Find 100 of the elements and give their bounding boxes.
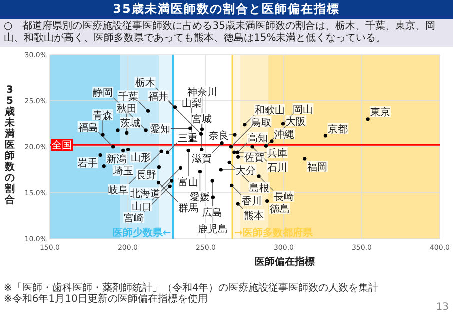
annotation: 鹿児島 [198, 223, 228, 236]
annotation: 静岡 [93, 87, 114, 100]
point [236, 155, 240, 159]
annotation: 岩手 [78, 158, 98, 170]
y-axis-title: 35歳未満医師数の割合 [5, 85, 15, 206]
annotation: 神奈川 [187, 86, 218, 98]
point [116, 128, 120, 132]
annotation: 宮城 [192, 114, 212, 126]
annotation: 東京 [370, 106, 391, 119]
point [281, 122, 286, 126]
point [156, 181, 161, 185]
text: ※「医師・歯科医師・薬剤師統計」（令和4年）の医療施設従事医師数の人数を集計 [4, 283, 380, 294]
ref-line-label: 全国 [52, 140, 72, 152]
annotation: 広島 [202, 206, 223, 219]
point [101, 133, 105, 137]
annotation: 徳島 [270, 204, 290, 216]
annotation: 群馬 [178, 202, 199, 215]
point [266, 199, 270, 204]
annotation: 大分 [236, 164, 256, 177]
annotation: 愛知 [150, 123, 170, 136]
annotation: 山形 [130, 152, 151, 164]
point [200, 148, 204, 152]
point [112, 145, 116, 149]
point [219, 168, 223, 172]
annotation: 島根 [250, 182, 270, 194]
point [102, 164, 106, 168]
text: 13 [436, 302, 449, 313]
point [366, 118, 370, 122]
point [236, 150, 240, 154]
annotation: 福島 [78, 122, 98, 134]
annotation: 兵庫 [267, 147, 288, 160]
point [210, 179, 214, 183]
annotation: 香川 [242, 195, 262, 208]
annotation: 長野 [136, 170, 157, 182]
point [98, 153, 102, 158]
annotation: 愛媛 [190, 192, 210, 204]
annotation: 高知 [248, 132, 268, 144]
annotation: 千葉 [118, 90, 138, 103]
annotation: 北海道 [130, 188, 161, 200]
point [168, 184, 172, 188]
annotation: 青森 [93, 110, 114, 122]
annotation: 佐賀 [244, 152, 264, 164]
point [243, 123, 247, 127]
point [144, 128, 148, 132]
point [188, 126, 192, 130]
chart-subtitle: ○ 都道府県別の医療施設従事医師数に占める35歳未満医師数の割合は、栃木、千葉、東京、岡山、和歌山が高く、医師多数県であっても熊本、徳島は15%未満と低くなっている。 [0, 19, 453, 47]
annotation: 岐阜 [108, 184, 129, 196]
annotation: 埼玉 [112, 165, 134, 178]
point [186, 148, 190, 152]
annotation: 山梨 [182, 97, 202, 110]
point [324, 134, 328, 138]
point [264, 144, 268, 148]
annotation: 熊本 [244, 210, 264, 222]
point [157, 165, 161, 170]
annotation: 滋賀 [192, 153, 212, 166]
annotation: 沖縄 [274, 128, 294, 141]
point [173, 106, 178, 110]
annotation: 大阪 [286, 116, 306, 128]
point [232, 150, 236, 154]
x-axis-title: 医師偏在指標 [255, 256, 315, 268]
point [200, 128, 204, 132]
point [270, 140, 274, 144]
annotation: 和歌山 [255, 104, 285, 117]
point [146, 109, 150, 113]
point [250, 145, 254, 149]
annotation: 宮崎 [124, 212, 144, 224]
point [230, 184, 234, 188]
point [257, 174, 261, 178]
point [303, 157, 307, 161]
annotation: 鳥取 [250, 116, 272, 129]
ref-line-label: 医師少数県← [112, 227, 172, 239]
chart-title: 35歳未満医師数の割合と医師偏在指標 [0, 0, 453, 19]
point [126, 148, 130, 152]
point [220, 142, 224, 146]
point [166, 150, 170, 154]
annotation: 富山 [178, 176, 199, 188]
annotation: 山口 [132, 200, 152, 213]
annotation: 石川 [267, 162, 288, 174]
annotation: 栃木 [135, 77, 156, 90]
annotation: 秋田 [116, 103, 137, 115]
point [198, 170, 202, 174]
point [200, 132, 204, 136]
annotation: 新潟 [106, 154, 127, 166]
point [160, 150, 164, 154]
point [233, 133, 237, 137]
annotation: 福井 [148, 90, 168, 103]
ref-line-label: →医師多数都府県 [234, 227, 314, 239]
point [228, 160, 232, 164]
annotation: 京都 [328, 123, 348, 136]
annotation: 岡山 [293, 104, 314, 116]
point [236, 202, 240, 206]
point [170, 179, 174, 183]
point [178, 166, 183, 170]
annotation: 奈良 [209, 130, 230, 142]
point [125, 131, 129, 135]
annotation: 長崎 [274, 191, 294, 204]
text: ※令和6年1月10日更新の医師偏在指標を使用 [4, 294, 209, 305]
point [122, 148, 126, 152]
point [229, 145, 234, 149]
point [211, 196, 215, 200]
